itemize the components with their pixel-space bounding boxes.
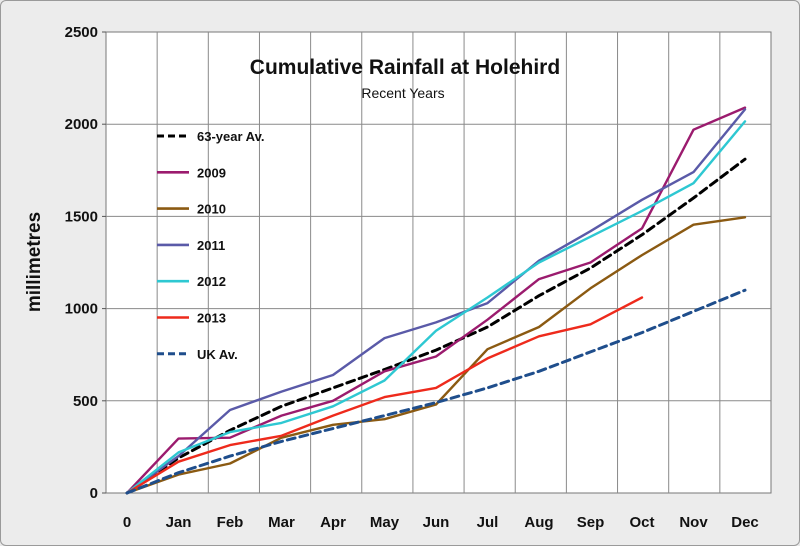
x-tick-label: Apr [320,514,346,531]
series-line [125,296,644,495]
x-tick-labels: 0 Jan Feb Mar Apr May Jun Jul Aug Sep Oct Nov Dec [123,514,759,531]
plot-area [105,31,772,494]
y-tick-label: 2500 [65,24,98,41]
x-tick-label: Feb [217,514,244,531]
chart-subtitle: Recent Years [361,85,444,101]
legend-label: 2013 [197,311,226,326]
legend-label: UK Av. [197,347,238,362]
series-line [125,120,747,495]
series-line [125,288,747,495]
legend-label: 2011 [197,238,225,253]
x-tick-label: Jan [166,514,192,531]
x-tick-label: Oct [629,514,654,531]
legend-label: 63-year Av. [197,129,264,144]
series-line [125,157,747,495]
series-line [125,216,747,495]
y-tick-label: 1500 [65,208,98,225]
y-tick-label: 1000 [65,301,98,318]
y-tick-label: 500 [73,393,98,410]
legend: 63-year Av. 2009 2010 2011 2012 2013 UK Av. [157,129,264,362]
y-axis-label: millimetres [24,212,45,312]
series-line [125,108,747,495]
x-tick-label: 0 [123,514,131,531]
x-tick-label: Aug [524,514,553,531]
legend-label: 2012 [197,274,226,289]
chart-title: Cumulative Rainfall at Holehird [250,56,560,79]
y-tick-label: 0 [90,485,98,502]
series-lines [125,106,747,495]
legend-label: 2010 [197,202,226,217]
x-tick-label: Nov [679,514,708,531]
x-tick-label: Sep [577,514,605,531]
y-tick-labels: 0 500 1000 1500 2000 2500 [65,24,106,502]
series-line [125,106,747,495]
x-tick-label: Dec [731,514,759,531]
legend-label: 2009 [197,165,226,180]
x-tick-label: Mar [268,514,295,531]
x-tick-label: Jul [477,514,499,531]
x-tick-label: Jun [423,514,450,531]
x-tick-label: May [370,514,400,531]
y-tick-label: 2000 [65,116,98,133]
gridlines [106,32,771,493]
